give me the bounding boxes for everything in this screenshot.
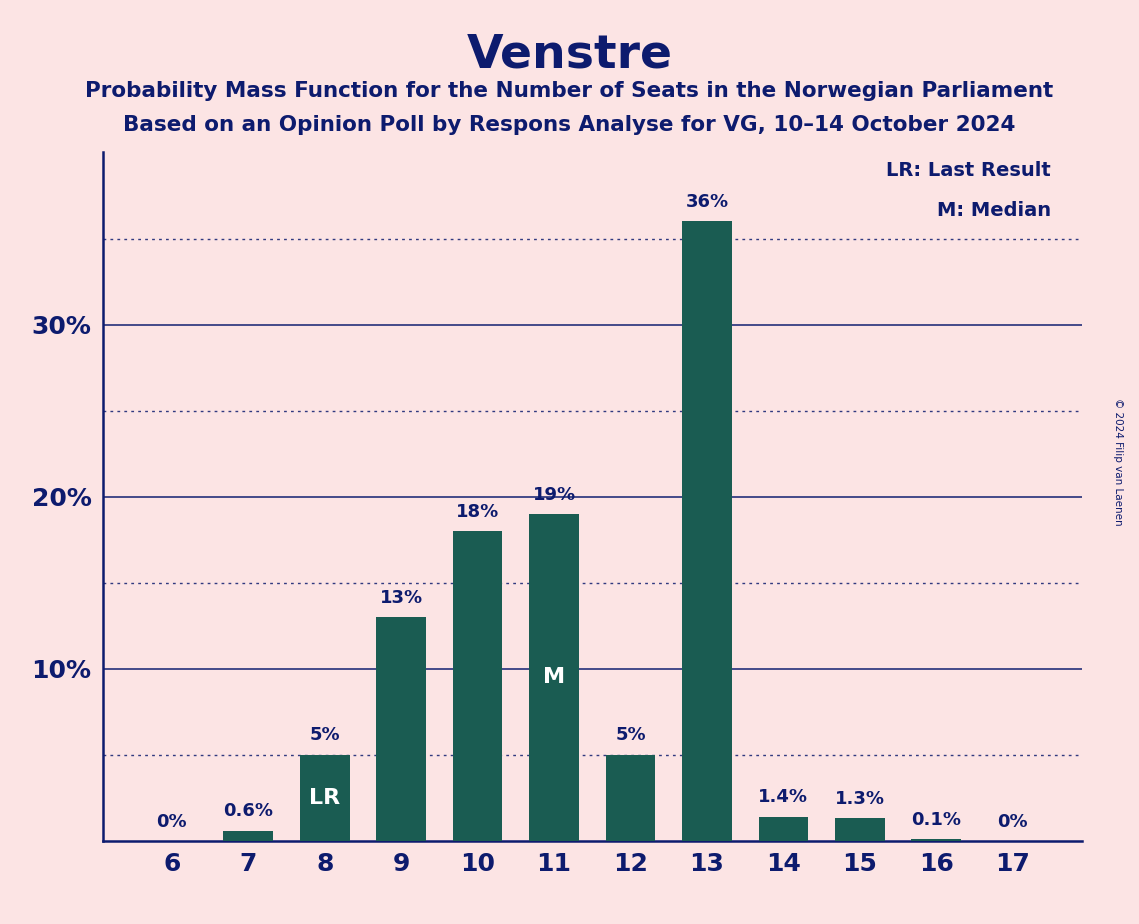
Text: 0.1%: 0.1% <box>911 810 961 829</box>
Bar <box>911 839 961 841</box>
Text: © 2024 Filip van Laenen: © 2024 Filip van Laenen <box>1114 398 1123 526</box>
Bar <box>835 819 885 841</box>
Bar <box>530 514 579 841</box>
Text: 13%: 13% <box>379 589 423 607</box>
Text: 5%: 5% <box>310 726 341 745</box>
Bar <box>682 222 731 841</box>
Bar <box>376 617 426 841</box>
Text: 1.3%: 1.3% <box>835 790 885 808</box>
Text: M: M <box>543 667 565 687</box>
Text: 5%: 5% <box>615 726 646 745</box>
Text: 18%: 18% <box>456 503 499 521</box>
Text: Venstre: Venstre <box>467 32 672 78</box>
Bar <box>453 531 502 841</box>
Text: M: Median: M: Median <box>936 201 1051 220</box>
Bar <box>300 755 350 841</box>
Text: 1.4%: 1.4% <box>759 788 809 807</box>
Bar <box>759 817 809 841</box>
Text: Probability Mass Function for the Number of Seats in the Norwegian Parliament: Probability Mass Function for the Number… <box>85 81 1054 102</box>
Text: Based on an Opinion Poll by Respons Analyse for VG, 10–14 October 2024: Based on an Opinion Poll by Respons Anal… <box>123 115 1016 135</box>
Text: 0.6%: 0.6% <box>223 802 273 821</box>
Bar <box>606 755 655 841</box>
Text: 36%: 36% <box>686 193 729 211</box>
Text: LR: LR <box>309 788 341 808</box>
Text: 0%: 0% <box>156 812 187 831</box>
Bar <box>223 831 273 841</box>
Text: 0%: 0% <box>998 812 1029 831</box>
Text: LR: Last Result: LR: Last Result <box>886 161 1051 180</box>
Text: 19%: 19% <box>533 485 575 504</box>
